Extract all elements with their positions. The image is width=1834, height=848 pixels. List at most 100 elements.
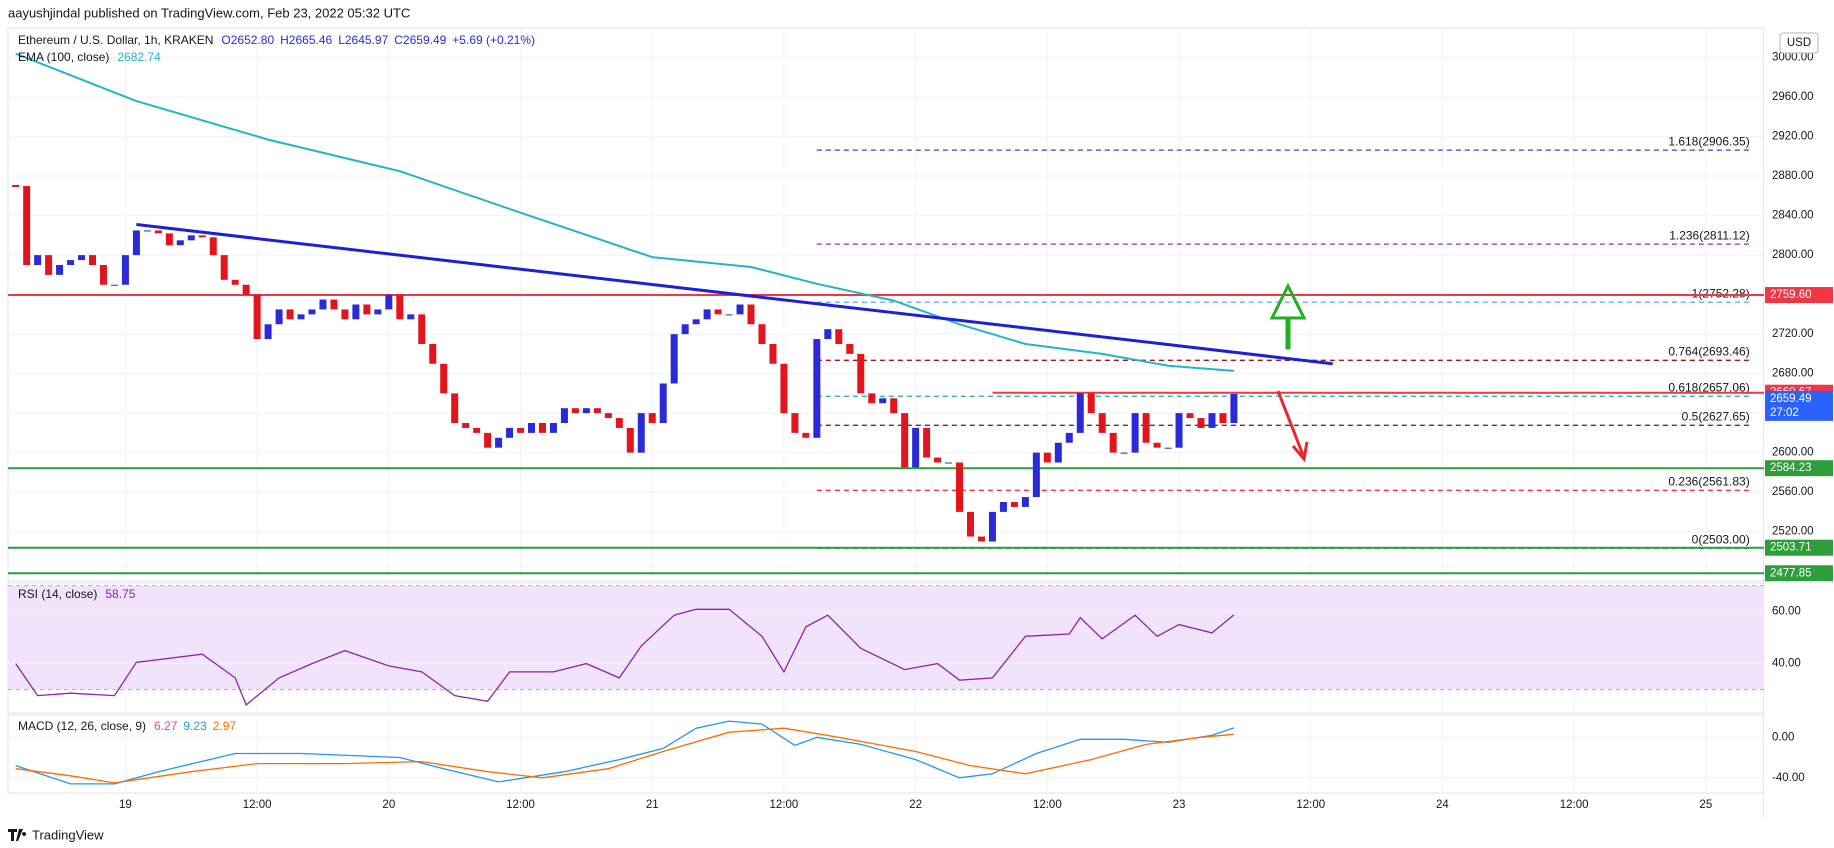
- candle: [418, 314, 426, 344]
- y-tick-label: 2840.00: [1772, 210, 1814, 222]
- signal-value: 2.97: [213, 719, 237, 733]
- x-tick-label: 21: [646, 799, 659, 811]
- candle: [835, 329, 843, 344]
- candle: [56, 265, 64, 275]
- candle: [1043, 452, 1051, 463]
- candle: [582, 408, 590, 414]
- candle: [824, 329, 832, 340]
- ohlc-close: C2659.49: [394, 33, 446, 47]
- y-tick-label: 2680.00: [1772, 368, 1814, 380]
- candle: [396, 294, 404, 320]
- candle: [912, 427, 920, 468]
- candle: [23, 186, 31, 265]
- candle: [923, 427, 931, 458]
- candle: [1153, 442, 1161, 448]
- candle: [999, 502, 1007, 512]
- candle: [110, 284, 118, 286]
- candle: [758, 324, 766, 344]
- price-marker-label: 2503.71: [1770, 542, 1812, 554]
- candle: [890, 398, 898, 414]
- candle: [670, 334, 678, 384]
- fib-label: 1(2752.28): [1692, 286, 1750, 300]
- candle: [747, 304, 755, 325]
- down-arrow-shaft: [1276, 390, 1305, 456]
- pane-frame: [7, 27, 1765, 582]
- candle: [374, 309, 382, 315]
- candle: [1142, 413, 1150, 443]
- candle: [363, 304, 371, 315]
- x-tick-label: 19: [119, 799, 132, 811]
- x-tick-label: 23: [1173, 799, 1186, 811]
- candle: [1010, 502, 1018, 507]
- rsi-legend: RSI (14, close) 58.75: [18, 587, 136, 601]
- candle: [626, 427, 634, 453]
- candle: [1076, 393, 1084, 433]
- candle: [1175, 413, 1183, 448]
- macd-value: 9.23: [183, 719, 207, 733]
- x-tick-label: 12:00: [1033, 799, 1062, 811]
- candle: [275, 309, 283, 325]
- up-arrow: [1269, 282, 1307, 350]
- price-marker: [1765, 565, 1833, 582]
- candle: [945, 462, 953, 464]
- candle: [538, 423, 546, 433]
- ema-legend: EMA (100, close) 2682.74: [18, 50, 161, 64]
- candle: [1087, 393, 1095, 414]
- candle: [220, 255, 228, 280]
- fib-label: 0(2503.00): [1692, 533, 1750, 547]
- candle: [253, 294, 261, 340]
- brand: TradingView: [8, 827, 104, 842]
- candle: [440, 363, 448, 394]
- y-tick-label: 0.00: [1772, 731, 1794, 743]
- candle: [308, 309, 316, 315]
- candle: [879, 398, 887, 404]
- candle: [286, 309, 294, 320]
- candle: [1054, 442, 1062, 463]
- publish-note: aayushjindal published on TradingView.co…: [8, 5, 410, 20]
- candle: [967, 511, 975, 537]
- price-marker-label: 2759.60: [1770, 289, 1812, 301]
- candle: [99, 265, 107, 285]
- candle: [648, 413, 656, 423]
- rsi-band: [8, 585, 1764, 690]
- x-tick-label: 22: [909, 799, 922, 811]
- fib-label: 0.236(2561.83): [1668, 474, 1749, 488]
- ema-title: EMA (100, close): [18, 50, 109, 64]
- x-tick-label: 24: [1436, 799, 1449, 811]
- candle: [121, 255, 129, 285]
- candle: [604, 413, 612, 419]
- candle: [473, 427, 481, 433]
- fib-label: 0.618(2657.06): [1668, 380, 1749, 394]
- candle: [67, 260, 75, 265]
- rsi-value: 58.75: [105, 587, 135, 601]
- fib-label: 0.764(2693.46): [1668, 345, 1749, 359]
- countdown: 27:02: [1770, 407, 1799, 419]
- currency-box[interactable]: [1779, 32, 1819, 54]
- price-marker: [1765, 539, 1833, 556]
- candle: [593, 408, 601, 414]
- y-tick-label: 3000.00: [1772, 52, 1814, 64]
- y-tick-label: -40.00: [1772, 772, 1805, 784]
- candle: [1208, 413, 1216, 428]
- plot-layer: 1.618(2906.35) 1.236(2811.12) 1(2752.28) 0.…: [8, 52, 1764, 785]
- candle: [571, 408, 579, 414]
- price-marker: [1765, 390, 1833, 421]
- symbol-legend: Ethereum / U.S. Dollar, 1h, KRAKEN O2652.…: [18, 33, 535, 47]
- candle: [802, 432, 810, 438]
- brand-name: TradingView: [32, 827, 104, 842]
- candle: [429, 344, 437, 364]
- candle: [736, 304, 744, 315]
- trendline: [136, 223, 1333, 366]
- y-tick-label: 2600.00: [1772, 447, 1814, 459]
- candle: [659, 383, 667, 423]
- candle: [791, 413, 799, 433]
- candle: [549, 423, 557, 433]
- candle: [319, 299, 327, 310]
- candle: [209, 237, 217, 256]
- candle: [506, 427, 514, 438]
- ohlc-change: +5.69 (+0.21%): [452, 33, 535, 47]
- indicator-line: [15, 720, 1235, 785]
- macd-title: MACD (12, 26, close, 9): [18, 719, 146, 733]
- candle: [1109, 432, 1117, 453]
